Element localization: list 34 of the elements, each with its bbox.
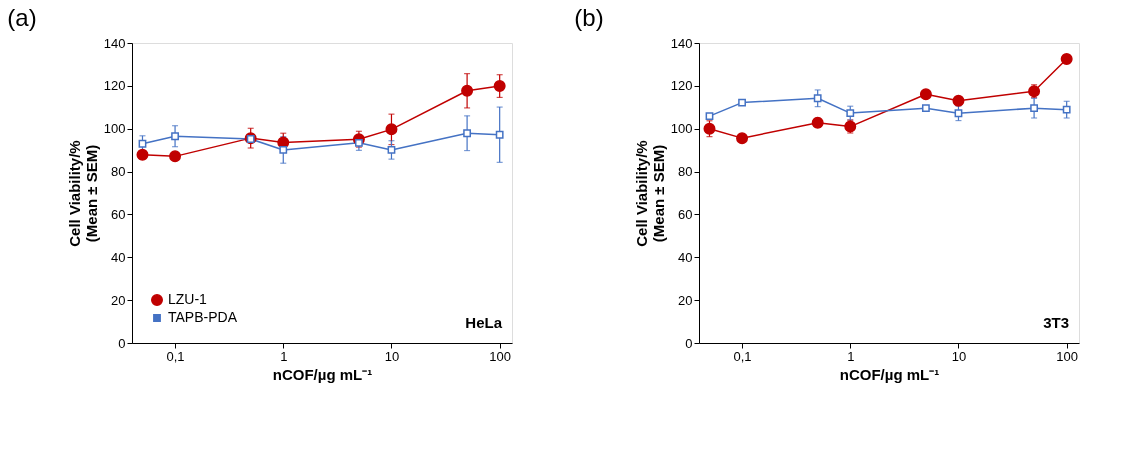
chart-title: (a) [7, 4, 37, 31]
y-tick-label: 40 [678, 249, 693, 265]
x-tick-label: 100 [489, 348, 512, 364]
y-tick-label: 0 [118, 335, 126, 351]
y-tick-label: 40 [111, 249, 126, 265]
x-tick-label: 1 [847, 348, 855, 364]
y-tick-label: 140 [103, 35, 126, 51]
y-tick-label: 80 [111, 164, 126, 180]
y-tick-label: 100 [670, 121, 693, 137]
y-tick-label: 140 [670, 35, 693, 51]
y-tick-label: 20 [678, 292, 693, 308]
x-tick-label: 0,1 [166, 348, 185, 364]
x-tick-label: 100 [1056, 348, 1079, 364]
annotation: HeLa [465, 314, 503, 331]
y-tick-label: 60 [111, 206, 126, 222]
y-tick-label: 120 [670, 78, 693, 94]
y-axis-title: Cell Viability/% (Mean ± SEM) [65, 140, 100, 247]
x-axis-title: nCOF/µg mL⁻¹ [272, 365, 373, 383]
x-tick-label: 1 [280, 348, 288, 364]
annotation: 3T3 [1043, 314, 1069, 331]
x-tick-label: 10 [951, 348, 967, 364]
y-axis-title: Cell Viability/% (Mean ± SEM) [632, 140, 667, 247]
y-tick-label: 120 [103, 78, 126, 94]
legend-label: LZU-1 [168, 291, 208, 307]
x-axis-title: nCOF/µg mL⁻¹ [839, 365, 940, 383]
x-tick-label: 0,1 [733, 348, 752, 364]
y-tick-label: 0 [685, 335, 693, 351]
y-tick-label: 20 [111, 292, 126, 308]
y-tick-label: 80 [678, 164, 693, 180]
x-tick-label: 10 [384, 348, 400, 364]
y-tick-label: 60 [678, 206, 693, 222]
legend-label: TAPB-PDA [168, 309, 238, 325]
y-tick-label: 100 [103, 121, 126, 137]
chart-title: (b) [574, 4, 604, 31]
